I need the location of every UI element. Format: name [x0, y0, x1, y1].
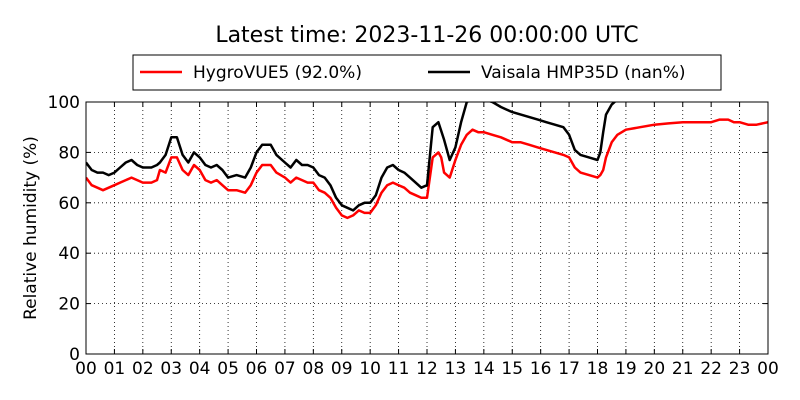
x-tick-label: 00 [757, 359, 779, 379]
x-tick-label: 19 [615, 359, 637, 379]
x-tick-label: 03 [160, 359, 182, 379]
x-tick-label: 20 [644, 359, 666, 379]
plot-frame [85, 101, 769, 355]
x-tick-label: 01 [104, 359, 126, 379]
x-tick-label: 23 [729, 359, 751, 379]
x-tick-label: 18 [587, 359, 609, 379]
x-tick-label: 22 [700, 359, 722, 379]
series-lines [86, 102, 768, 220]
x-tick-label: 11 [388, 359, 410, 379]
legend: HygroVUE5 (92.0%) Vaisala HMP35D (nan%) [132, 54, 722, 91]
y-tick-label: 100 [48, 93, 80, 113]
x-tick-label: 04 [189, 359, 211, 379]
legend-label-vaisala: Vaisala HMP35D (nan%) [481, 63, 685, 83]
x-tick-label: 21 [672, 359, 694, 379]
x-tick-label: 14 [473, 359, 495, 379]
legend-label-hygrovue5: HygroVUE5 (92.0%) [193, 63, 362, 83]
x-tick-label: 15 [501, 359, 523, 379]
x-tick-label: 09 [331, 359, 353, 379]
x-tick-label: 10 [359, 359, 381, 379]
y-axis-label: Relative humidity (%) [21, 136, 41, 320]
y-tick-label: 40 [58, 244, 80, 264]
series-line-vaisala [86, 102, 617, 212]
x-tick-label: 17 [558, 359, 580, 379]
legend-frame [132, 54, 722, 91]
x-tick-label: 12 [416, 359, 438, 379]
x-tick-label: 16 [530, 359, 552, 379]
series-line-hygrovue5 [86, 118, 768, 220]
y-tick-label: 60 [58, 194, 80, 214]
x-tick-label: 05 [217, 359, 239, 379]
x-tick-label: 07 [274, 359, 296, 379]
x-tick-label: 06 [246, 359, 268, 379]
x-tick-label: 02 [132, 359, 154, 379]
y-tick-label: 20 [58, 295, 80, 315]
x-tick-label: 13 [445, 359, 467, 379]
x-tick-label: 00 [75, 359, 97, 379]
x-tick-label: 08 [303, 359, 325, 379]
y-tick-label: 80 [58, 143, 80, 163]
grid [86, 102, 768, 354]
ticks: 00 01 02 03 04 05 06 07 08 09 10 11 12 13 14 15 16 17 18 19… [48, 93, 779, 379]
chart-title: Latest time: 2023-11-26 00:00:00 UTC [215, 23, 638, 48]
y-tick-label: 0 [69, 345, 80, 365]
